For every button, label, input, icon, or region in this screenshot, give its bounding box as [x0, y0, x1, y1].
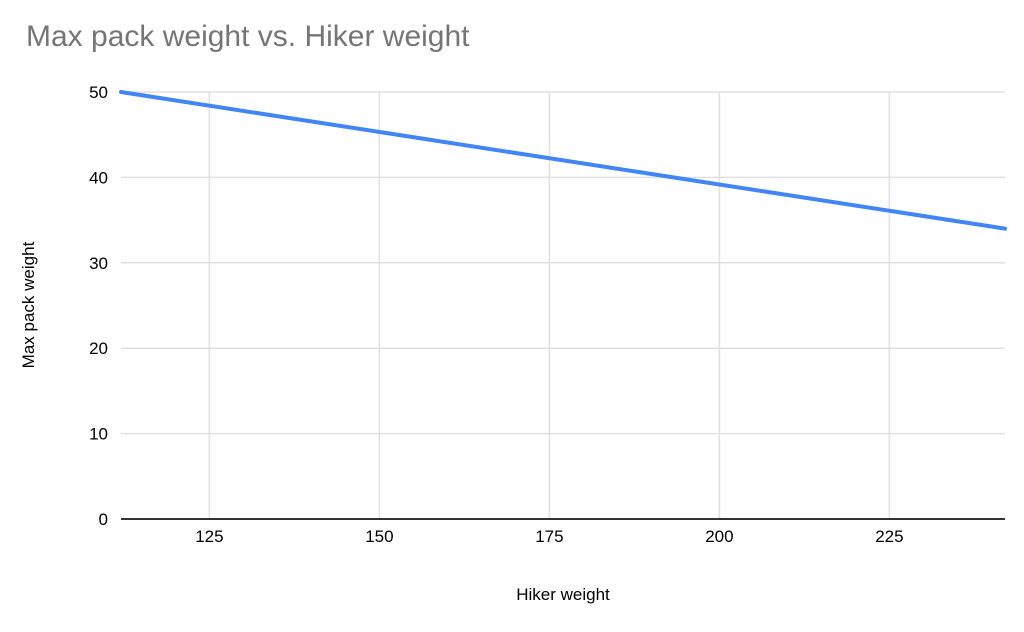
y-tick-label: 40 [89, 168, 108, 187]
y-tick-label: 0 [99, 510, 108, 529]
y-tick-label: 50 [89, 83, 108, 102]
x-tick-label: 125 [195, 527, 223, 546]
y-tick-label: 30 [89, 254, 108, 273]
x-tick-label: 200 [705, 527, 733, 546]
chart-title: Max pack weight vs. Hiker weight [26, 20, 470, 53]
x-tick-label: 225 [875, 527, 903, 546]
x-tick-label: 150 [365, 527, 393, 546]
y-tick-label: 10 [89, 425, 108, 444]
x-tick-label: 175 [535, 527, 563, 546]
y-axis-title: Max pack weight [19, 241, 38, 369]
series-line [119, 90, 1007, 231]
x-axis-title: Hiker weight [516, 585, 610, 604]
y-tick-label: 20 [89, 339, 108, 358]
